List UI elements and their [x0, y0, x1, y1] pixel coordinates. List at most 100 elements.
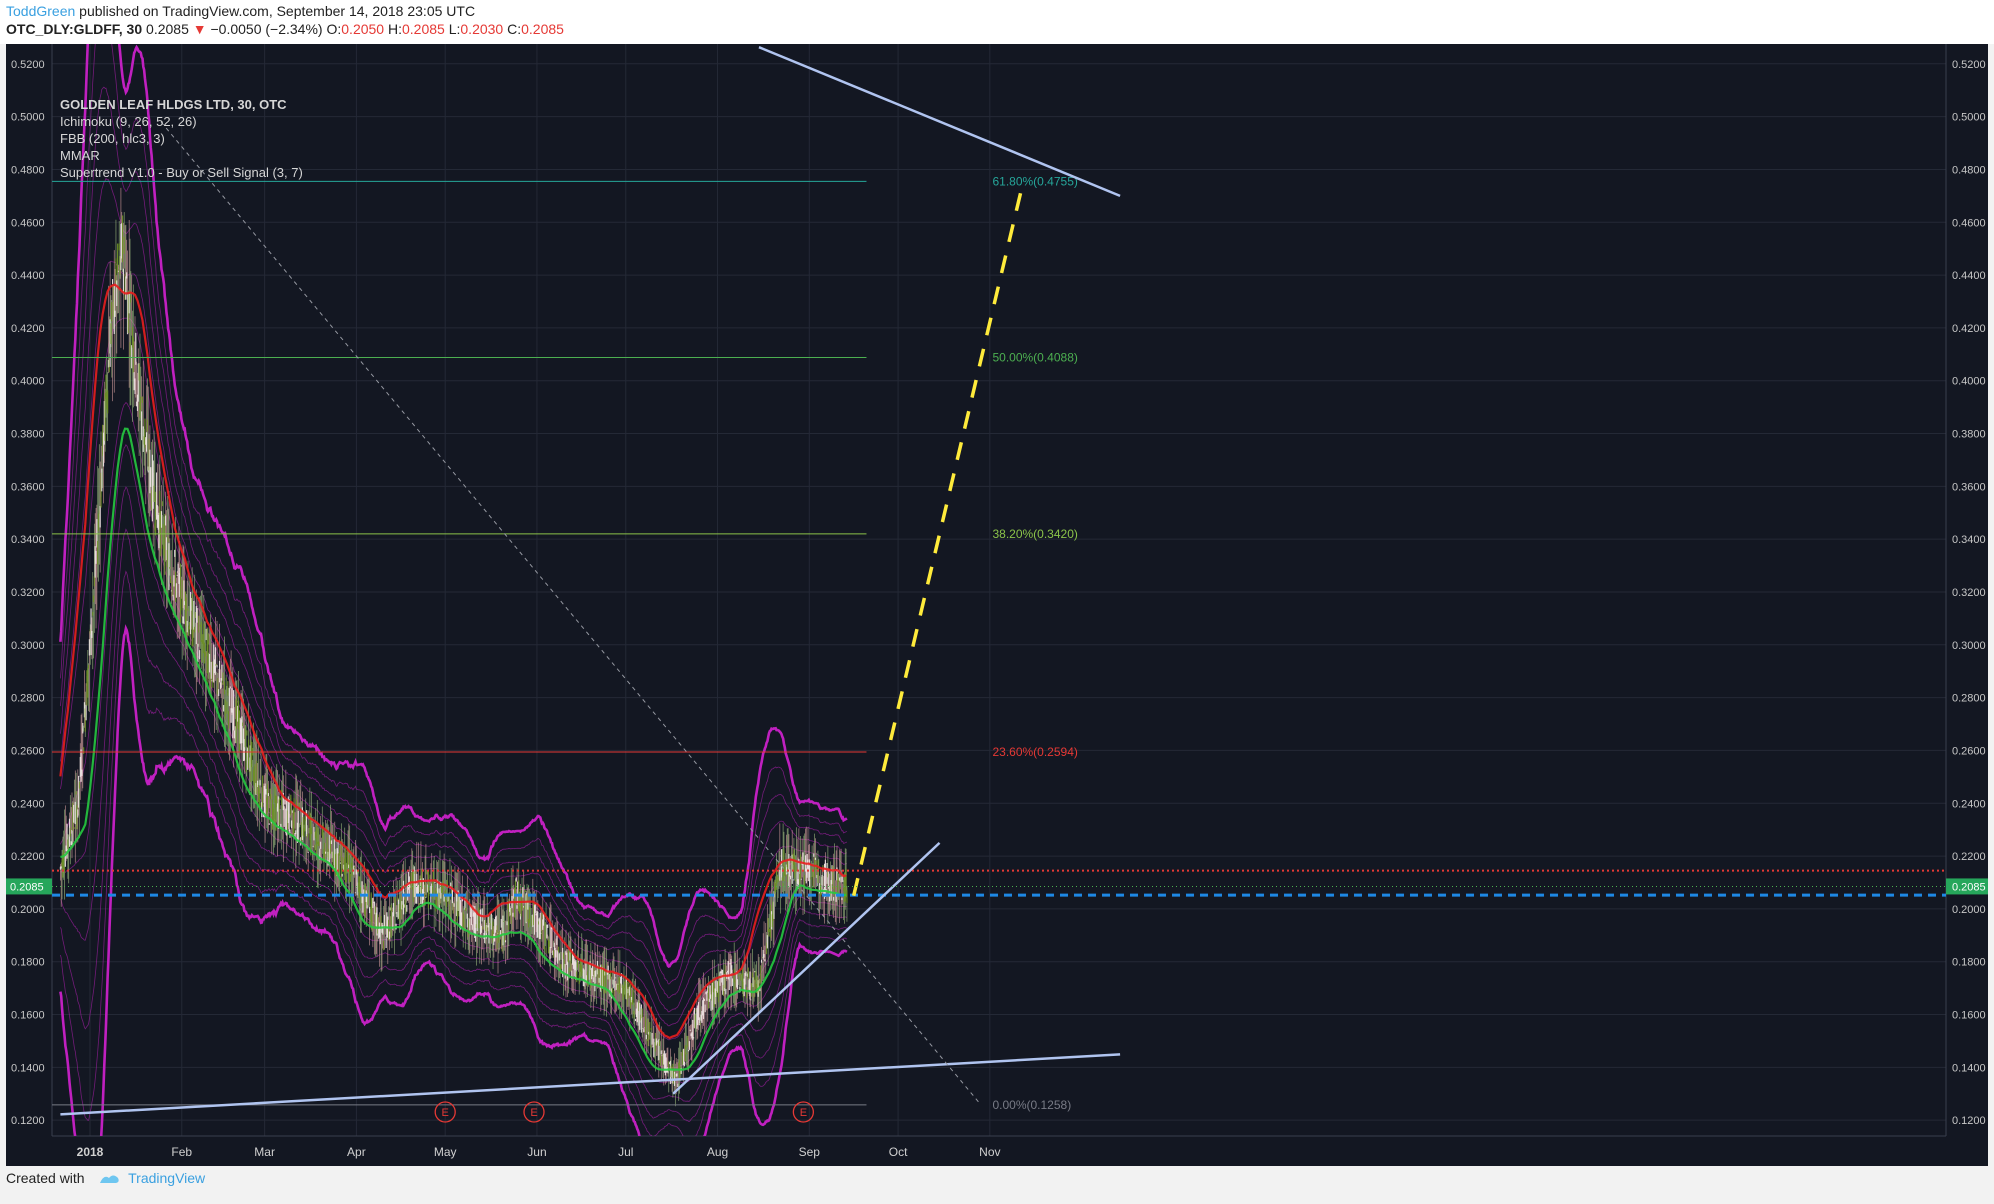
candle-body	[493, 934, 495, 946]
candle-body	[185, 597, 187, 638]
x-tick-label: Jun	[527, 1145, 546, 1159]
candle-body	[827, 872, 829, 878]
candle-body	[183, 580, 185, 625]
candle-body	[453, 903, 455, 907]
candle-body	[600, 964, 602, 992]
candle-body	[571, 948, 574, 965]
candle-body	[298, 802, 300, 808]
candle-body	[687, 1035, 689, 1047]
candle-body	[396, 911, 398, 918]
candle-body	[371, 898, 373, 931]
candle-body	[649, 1022, 651, 1040]
candle-body	[206, 628, 208, 674]
candle-body	[761, 956, 763, 958]
candle-body	[259, 780, 261, 786]
legend-study-supertrend[interactable]: Supertrend V1.0 - Buy or Sell Signal (3,…	[60, 165, 303, 180]
symbol-line: OTC_DLY:GLDFF, 30 0.2085 ▼ −0.0050 (−2.3…	[6, 21, 564, 37]
candles	[59, 187, 848, 1107]
legend-study-ichimoku[interactable]: Ichimoku (9, 26, 52, 26)	[60, 114, 197, 129]
candle-body	[420, 878, 422, 904]
candle-body	[626, 981, 628, 1006]
candle-body	[188, 626, 190, 637]
candle-body	[785, 864, 788, 875]
candle-body	[364, 883, 366, 918]
candle-body	[178, 573, 180, 584]
candle-body	[816, 875, 818, 887]
candle-body	[553, 942, 555, 951]
candle-body	[425, 896, 427, 898]
candle-body	[823, 863, 826, 899]
candle-body	[103, 401, 105, 445]
candle-body	[759, 987, 761, 992]
candle-body	[693, 1007, 696, 1028]
candle-body	[182, 616, 184, 624]
candle-body	[618, 976, 620, 995]
candle-body	[710, 994, 712, 1011]
candle-body	[678, 1063, 680, 1071]
candle-body	[112, 285, 115, 317]
candle-body	[695, 1008, 697, 1013]
candle-body	[415, 883, 417, 904]
candle-body	[264, 783, 266, 818]
candle-body	[190, 597, 192, 611]
candle-body	[300, 822, 303, 842]
candle-body	[320, 841, 322, 849]
candle-body	[144, 418, 146, 448]
candle-body	[630, 983, 632, 1009]
candle-body	[627, 988, 629, 994]
candle-body	[326, 837, 328, 857]
candle-body	[728, 975, 730, 991]
chart-legend: GOLDEN LEAF HLDGS LTD, 30, OTC Ichimoku …	[60, 96, 303, 181]
candle-body	[119, 256, 121, 276]
candle-body	[277, 796, 279, 829]
candle-body	[325, 826, 328, 830]
candle-body	[324, 842, 326, 863]
candle-body	[573, 958, 575, 977]
legend-study-fbb[interactable]: FBB (200, hlc3, 3)	[60, 131, 165, 146]
candle-body	[689, 1029, 691, 1031]
candle-body	[597, 965, 599, 986]
publish-line: ToddGreen published on TradingView.com, …	[6, 3, 475, 19]
candle-body	[217, 677, 219, 695]
candle-body	[291, 820, 293, 829]
author-link[interactable]: ToddGreen	[6, 3, 76, 19]
last-price: 0.2085	[146, 21, 189, 37]
candle-body	[215, 663, 217, 666]
candle-body	[635, 1008, 638, 1018]
candle-body	[111, 302, 113, 322]
trendline	[672, 841, 941, 1095]
candle-body	[826, 863, 828, 884]
candle-body	[374, 906, 376, 928]
candle-body	[567, 950, 570, 963]
candle-body	[779, 869, 781, 881]
candle-body	[551, 927, 553, 930]
price-chart[interactable]: 0.1200 0.1200 0.1400 0.1400 0.1600 0.1600 0.18…	[6, 44, 1988, 1166]
candle-body	[480, 925, 483, 933]
candle-body	[189, 591, 192, 635]
candle-body	[233, 690, 235, 731]
candle-body	[784, 866, 786, 876]
candle-body	[651, 1032, 653, 1045]
candle-body	[173, 575, 175, 587]
candle-body	[278, 799, 280, 826]
candle-body	[219, 682, 221, 690]
candle-body	[257, 780, 259, 788]
tradingview-link[interactable]: TradingView	[128, 1170, 206, 1186]
candle-body	[218, 660, 221, 683]
candle-body	[306, 834, 308, 838]
candle-body	[176, 574, 178, 576]
candle-body	[479, 921, 481, 923]
x-tick-label: 2018	[77, 1145, 104, 1159]
candle-body	[441, 886, 444, 893]
chart-pane[interactable]: 0.1200 0.1200 0.1400 0.1400 0.1600 0.1600 0.18…	[6, 44, 1988, 1166]
candle-body	[90, 608, 92, 656]
candle-body	[170, 576, 172, 583]
candle-body	[115, 258, 117, 284]
candle-body	[505, 931, 507, 933]
candle-body	[423, 891, 425, 893]
candle-body	[538, 918, 541, 940]
candle-body	[780, 849, 783, 881]
legend-study-mmar[interactable]: MMAR	[60, 148, 100, 163]
candle-body	[565, 950, 567, 955]
fib-level-label: 61.80%(0.4755)	[992, 174, 1077, 188]
